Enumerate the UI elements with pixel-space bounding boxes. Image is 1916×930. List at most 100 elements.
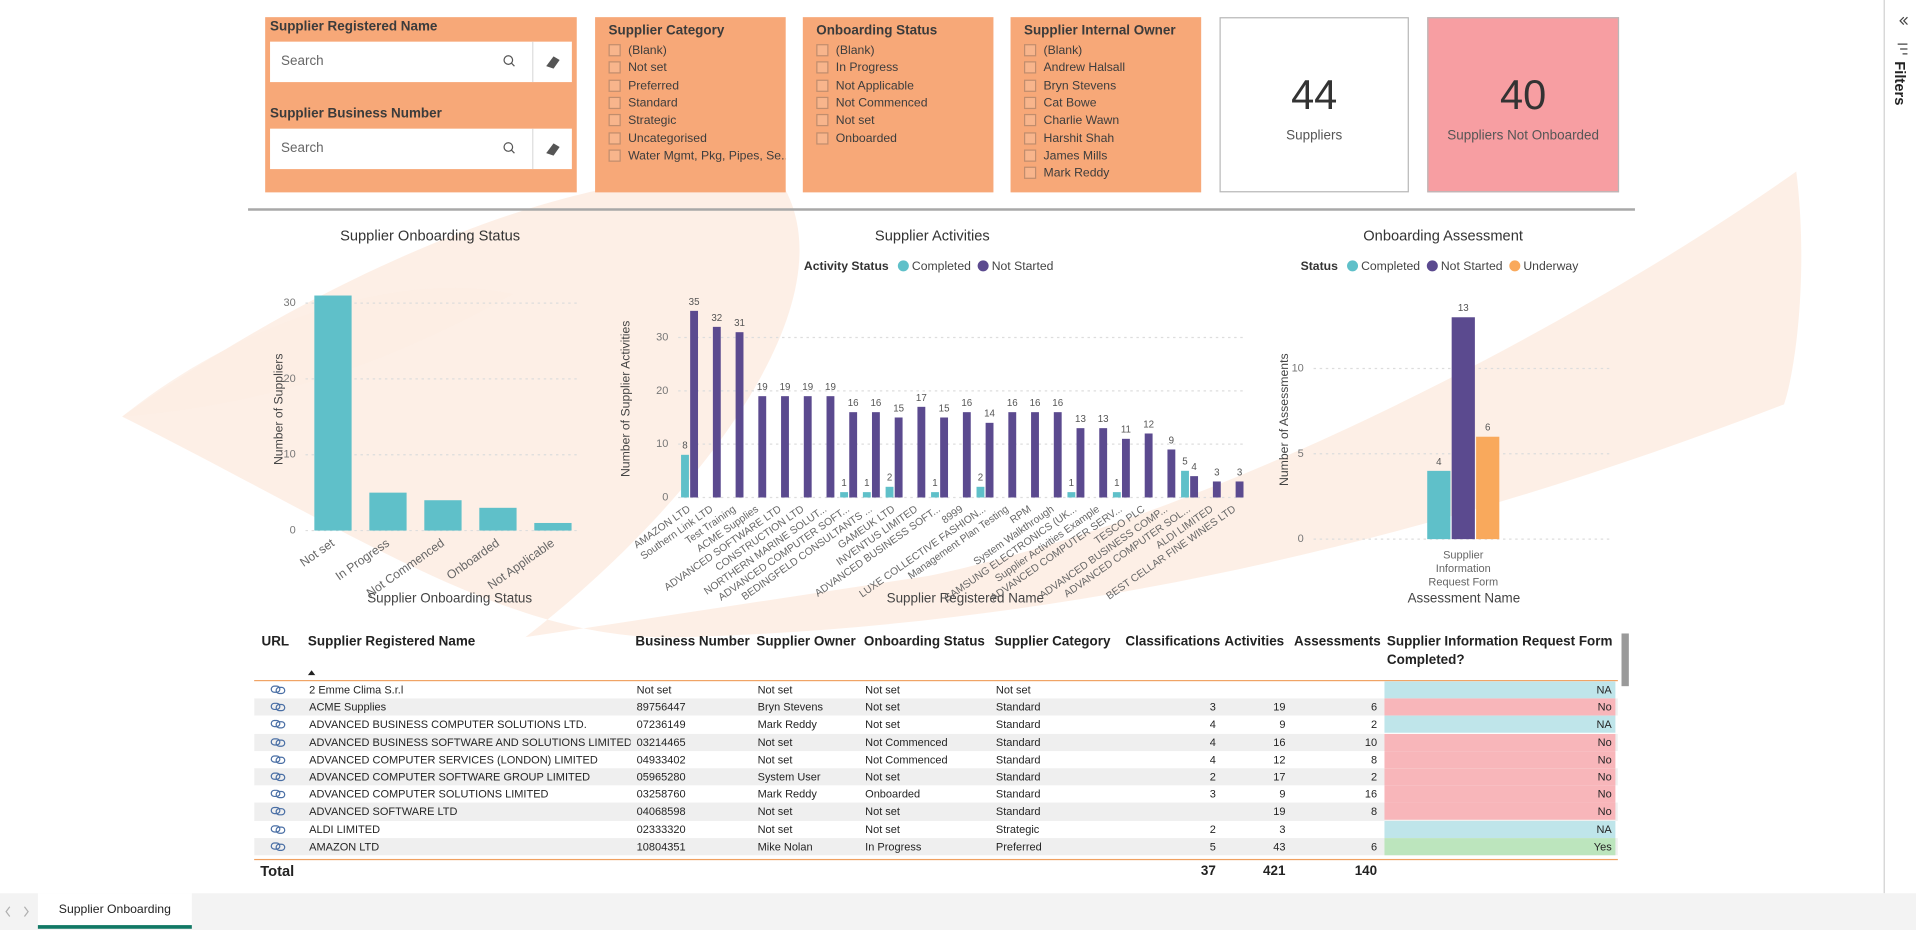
- url-link[interactable]: [270, 806, 287, 818]
- slicer-item[interactable]: Strategic: [608, 113, 774, 129]
- checkbox[interactable]: [608, 149, 621, 162]
- checkbox[interactable]: [1023, 149, 1037, 162]
- filters-label[interactable]: Filters: [1891, 61, 1909, 106]
- link-icon[interactable]: [270, 789, 281, 798]
- slicer-item[interactable]: Cat Bowe: [1023, 95, 1189, 111]
- link-icon[interactable]: [270, 807, 281, 815]
- search-icon[interactable]: [503, 142, 514, 152]
- checkbox[interactable]: [816, 61, 829, 74]
- link-icon[interactable]: [275, 843, 286, 851]
- total-value: 37: [1200, 863, 1216, 879]
- checkbox[interactable]: [608, 114, 621, 127]
- link-icon[interactable]: [275, 791, 286, 799]
- column-header[interactable]: Classifications: [1125, 634, 1221, 650]
- checkbox[interactable]: [1023, 79, 1037, 92]
- column-header[interactable]: Supplier Category: [994, 634, 1111, 650]
- column-header[interactable]: Supplier Owner: [756, 634, 856, 650]
- link-icon[interactable]: [275, 773, 286, 782]
- link-icon[interactable]: [270, 772, 281, 780]
- link-icon[interactable]: [275, 825, 286, 834]
- search-box[interactable]: Search: [270, 128, 572, 170]
- url-link[interactable]: [270, 771, 287, 783]
- url-link[interactable]: [270, 788, 287, 800]
- slicer-item[interactable]: Not Applicable: [816, 78, 981, 94]
- checkbox[interactable]: [816, 79, 829, 92]
- checkbox[interactable]: [816, 44, 829, 57]
- slicer-item[interactable]: Standard: [608, 95, 774, 111]
- link-icon[interactable]: [270, 755, 281, 763]
- checkbox[interactable]: [608, 44, 621, 57]
- slicer-item[interactable]: Bryn Stevens: [1023, 78, 1189, 94]
- slicer-item[interactable]: Preferred: [608, 78, 774, 94]
- checkbox[interactable]: [1023, 114, 1037, 127]
- column-header[interactable]: Business Number: [635, 634, 750, 650]
- checkbox[interactable]: [608, 131, 621, 144]
- slicer-item[interactable]: Mark Reddy: [1023, 166, 1189, 182]
- checkbox[interactable]: [1023, 96, 1037, 109]
- slicer-item[interactable]: Uncategorised: [608, 130, 774, 146]
- url-link[interactable]: [270, 840, 287, 852]
- search-icon[interactable]: [503, 55, 514, 65]
- url-link[interactable]: [270, 684, 287, 696]
- link-icon[interactable]: [270, 702, 281, 711]
- page-tab[interactable]: Supplier Onboarding: [37, 893, 192, 929]
- column-header[interactable]: Onboarding Status: [863, 634, 985, 650]
- url-link[interactable]: [270, 823, 287, 835]
- scrollbar[interactable]: [1621, 633, 1629, 687]
- clear-icon[interactable]: [546, 56, 560, 69]
- checkbox[interactable]: [608, 96, 621, 109]
- slicer-item[interactable]: Andrew Halsall: [1023, 60, 1189, 76]
- column-header[interactable]: URL: [261, 634, 290, 650]
- slicer-item[interactable]: (Blank): [608, 43, 774, 59]
- slicer-item[interactable]: Harshit Shah: [1023, 130, 1189, 146]
- slicer-item[interactable]: In Progress: [816, 60, 981, 76]
- column-header[interactable]: Supplier Information Request Form Comple…: [1386, 634, 1613, 668]
- link-icon[interactable]: [270, 720, 281, 728]
- slicer-item[interactable]: James Mills: [1023, 148, 1189, 164]
- link-icon[interactable]: [275, 686, 286, 695]
- checkbox[interactable]: [608, 61, 621, 74]
- slicer-item[interactable]: Not set: [816, 113, 981, 129]
- url-link[interactable]: [270, 753, 287, 765]
- slicer-item[interactable]: Water Mgmt, Pkg, Pipes, Se...: [608, 148, 786, 164]
- link-icon[interactable]: [270, 824, 281, 833]
- checkbox[interactable]: [1023, 61, 1037, 74]
- checkbox[interactable]: [1023, 131, 1037, 144]
- link-icon[interactable]: [270, 685, 281, 693]
- slicer-item[interactable]: Not Commenced: [816, 95, 981, 111]
- column-header[interactable]: Supplier Registered Name: [307, 634, 476, 650]
- checkbox[interactable]: [1023, 44, 1037, 57]
- slicer-item[interactable]: Onboarded: [816, 130, 981, 146]
- column-header[interactable]: Activities: [1224, 634, 1285, 650]
- checkbox[interactable]: [816, 96, 829, 109]
- column-header[interactable]: Assessments: [1294, 634, 1381, 650]
- url-link[interactable]: [270, 701, 287, 713]
- link-icon[interactable]: [275, 721, 286, 729]
- url-link[interactable]: [270, 719, 287, 731]
- link-icon[interactable]: [275, 704, 286, 712]
- slicer-item[interactable]: (Blank): [816, 43, 981, 59]
- slicer-item[interactable]: Charlie Wawn: [1023, 113, 1189, 129]
- checkbox[interactable]: [1023, 166, 1037, 180]
- search-box[interactable]: Search: [270, 41, 572, 83]
- table-cell: Standard: [995, 718, 1041, 731]
- link-icon[interactable]: [270, 842, 281, 850]
- clear-icon[interactable]: [546, 143, 560, 156]
- checkbox[interactable]: [608, 79, 621, 92]
- table-cell: 89756447: [636, 701, 686, 714]
- tab-next[interactable]: [23, 906, 29, 917]
- checkbox[interactable]: [816, 131, 829, 144]
- slicer-item[interactable]: (Blank): [1023, 43, 1189, 59]
- link-icon[interactable]: [275, 756, 286, 764]
- link-icon[interactable]: [275, 738, 286, 747]
- collapse-icon[interactable]: [1899, 16, 1905, 25]
- link-icon[interactable]: [275, 808, 286, 816]
- link-icon[interactable]: [270, 737, 281, 746]
- tab-prev[interactable]: [5, 906, 11, 917]
- slicer-item[interactable]: Not set: [608, 60, 774, 76]
- url-link[interactable]: [270, 736, 287, 748]
- sort-indicator[interactable]: [307, 670, 316, 676]
- checkbox[interactable]: [816, 114, 829, 127]
- filters-pane[interactable]: Filters: [1892, 61, 1916, 135]
- collapse-icon[interactable]: [1902, 16, 1908, 25]
